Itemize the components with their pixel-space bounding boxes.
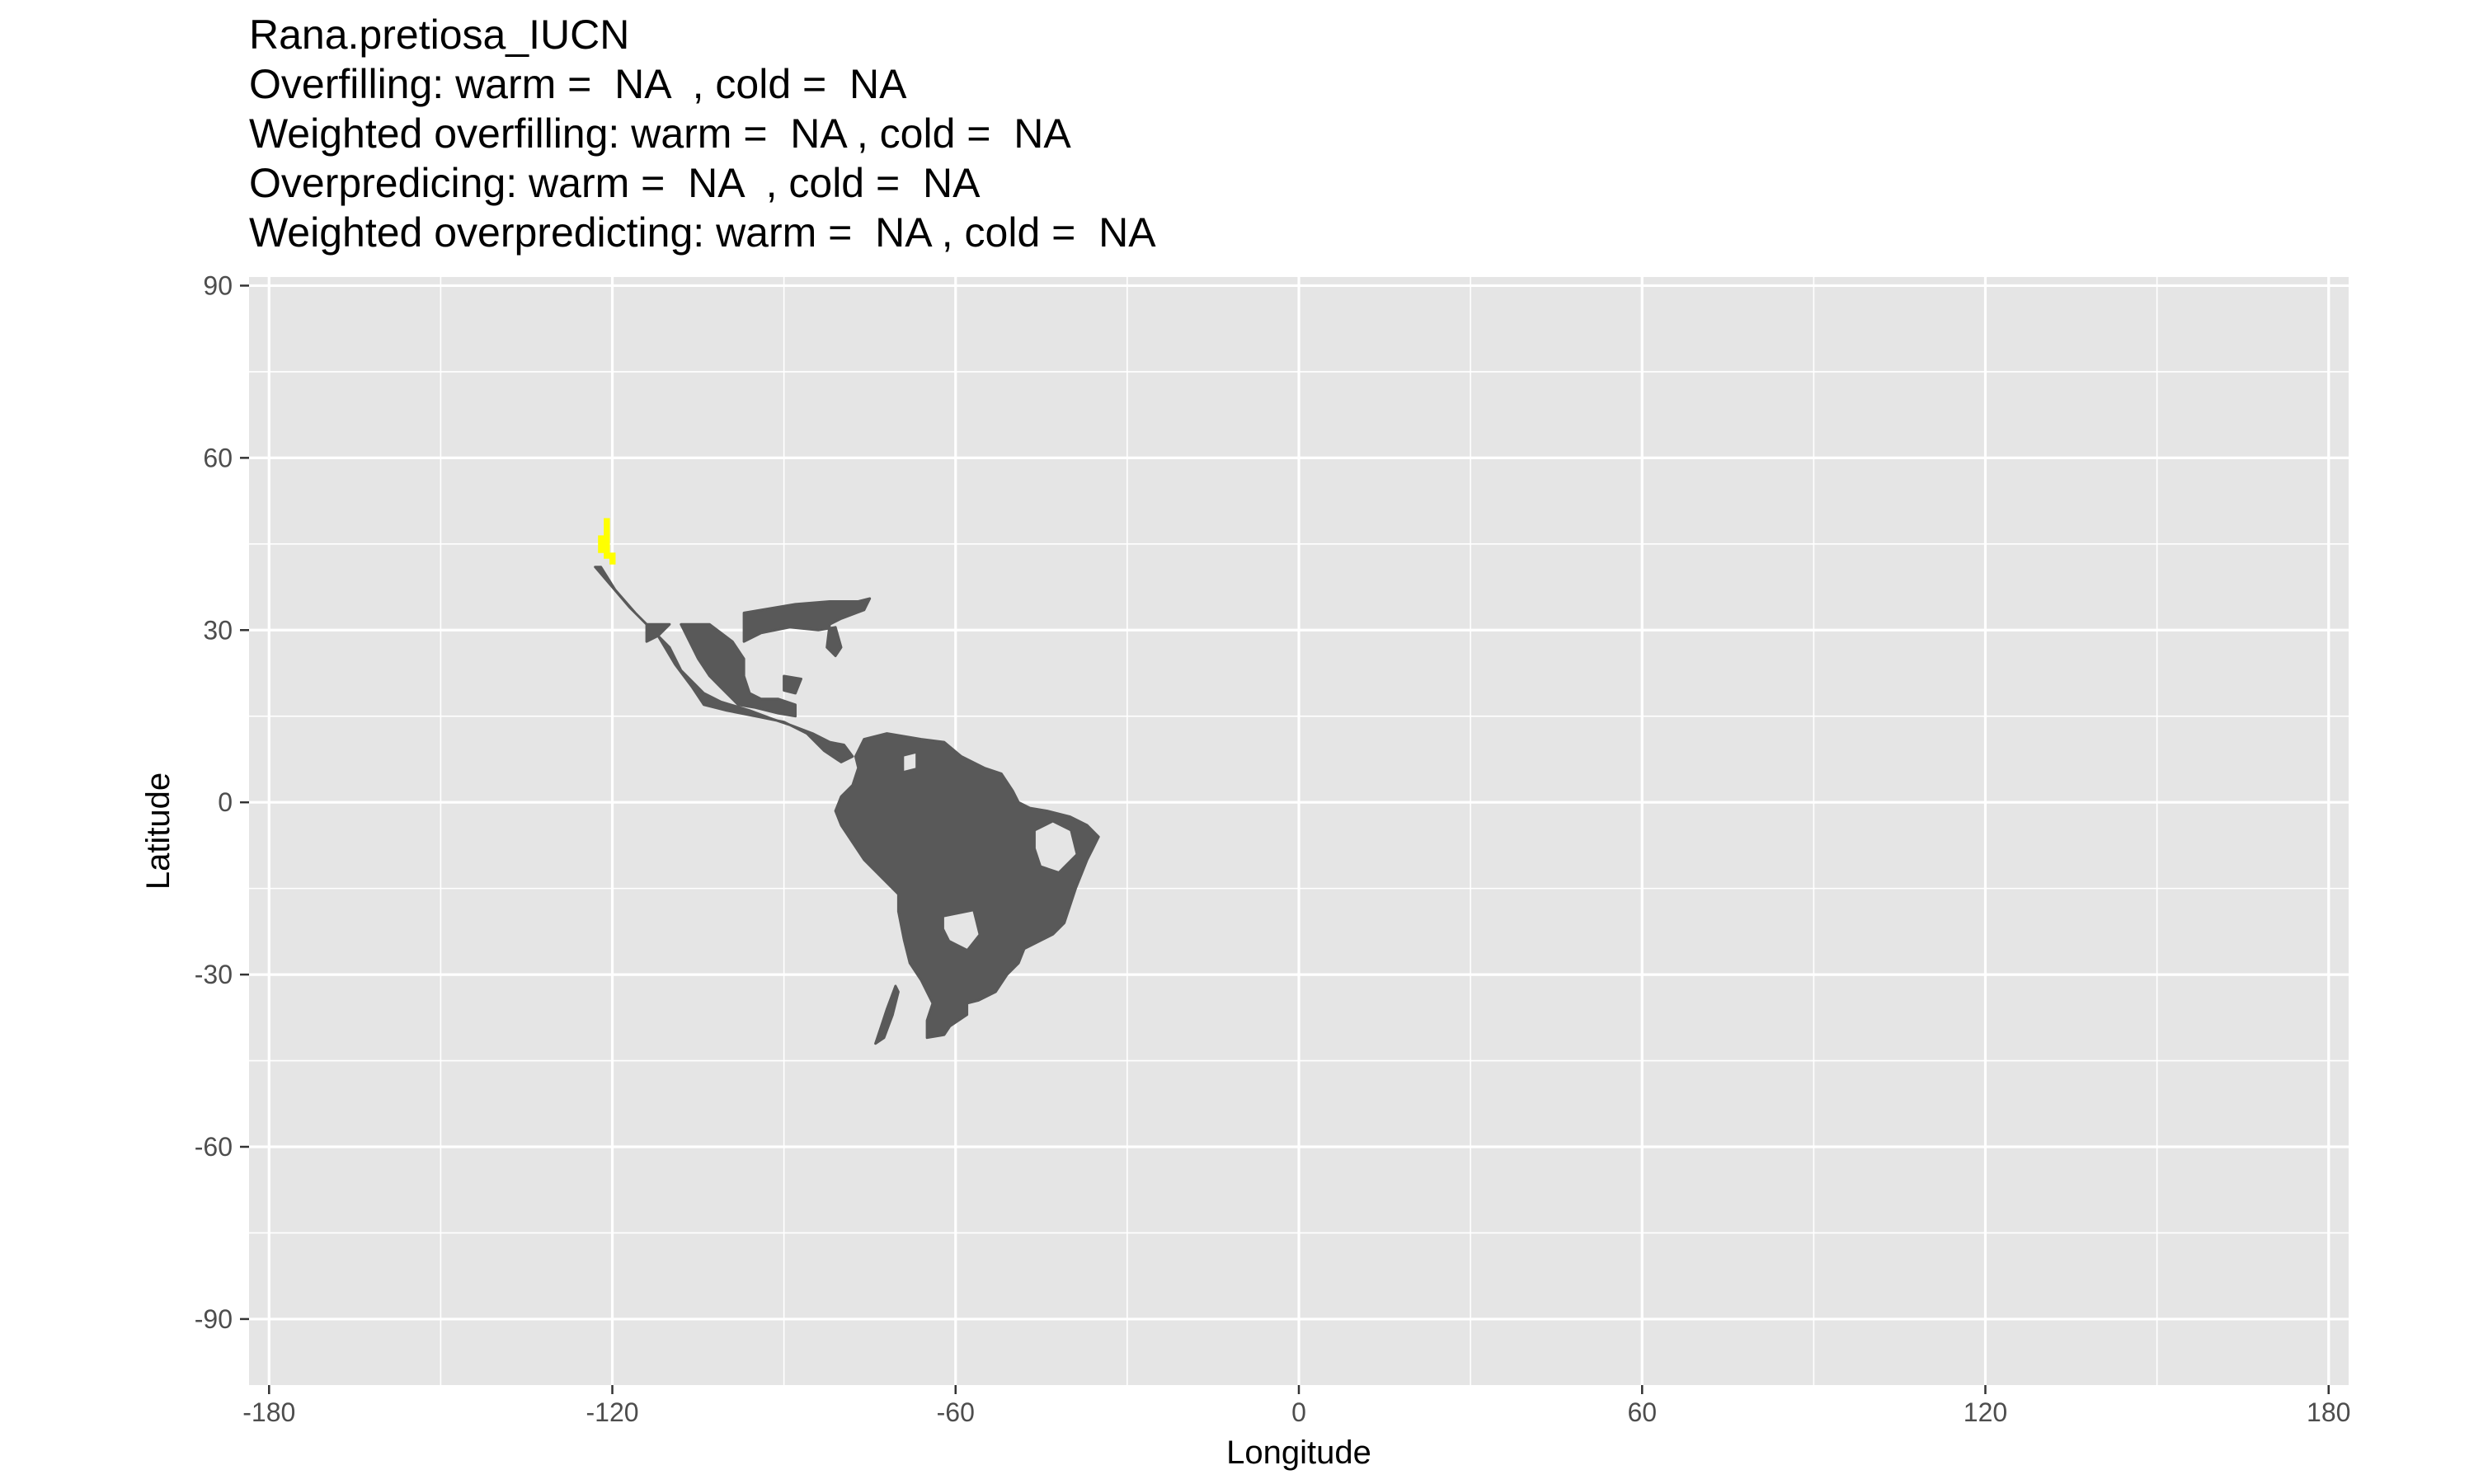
x-tick-label: 0 bbox=[1291, 1397, 1306, 1427]
y-axis-label: Latitude bbox=[140, 773, 176, 890]
highlight-cell bbox=[604, 535, 610, 542]
title-overpredicting: Overpredicing: warm = NA , cold = NA bbox=[249, 160, 981, 206]
highlight-cell bbox=[604, 547, 610, 553]
y-tick-label: 60 bbox=[203, 443, 233, 472]
x-axis-label: Longitude bbox=[1226, 1435, 1371, 1471]
highlight-cell bbox=[604, 552, 610, 559]
range-region bbox=[645, 622, 671, 643]
range-region bbox=[783, 674, 802, 695]
highlight-cell bbox=[604, 518, 610, 524]
y-tick-label: 30 bbox=[203, 615, 233, 645]
range-gap bbox=[943, 911, 979, 949]
x-tick-label: -180 bbox=[242, 1397, 295, 1427]
highlight-cell bbox=[598, 547, 604, 553]
y-tick-label: -90 bbox=[195, 1304, 233, 1334]
x-tick-label: -120 bbox=[586, 1397, 638, 1427]
range-layer bbox=[594, 566, 1100, 1045]
y-tick-label: -60 bbox=[195, 1132, 233, 1162]
range-gap bbox=[1035, 822, 1076, 871]
y-tick-label: 0 bbox=[218, 787, 233, 817]
axes: -180 -120 -60 0 60 120 180 90 60 30 0 -30 -60 -90 bbox=[195, 270, 2351, 1427]
y-tick-label: -30 bbox=[195, 960, 233, 989]
highlight-cell bbox=[609, 552, 616, 559]
highlight-cell bbox=[604, 524, 610, 530]
highlight-cell bbox=[598, 541, 604, 547]
title-overfilling: Overfilling: warm = NA , cold = NA bbox=[249, 61, 907, 107]
range-region bbox=[742, 597, 872, 658]
highlight-cell bbox=[598, 535, 604, 542]
title-species: Rana.pretiosa_IUCN bbox=[249, 12, 630, 58]
grid-lines bbox=[249, 277, 2349, 1385]
range-region bbox=[834, 732, 1100, 1040]
highlight-cell bbox=[609, 558, 616, 565]
title-weighted-overpredicting: Weighted overpredicting: warm = NA , col… bbox=[249, 209, 1156, 256]
range-gap bbox=[904, 754, 916, 771]
y-tick-label: 90 bbox=[203, 270, 233, 300]
highlight-layer bbox=[598, 518, 616, 565]
plot-title: Rana.pretiosa_IUCN Overfilling: warm = N… bbox=[249, 10, 1156, 257]
highlight-cell bbox=[604, 541, 610, 547]
x-tick-label: 120 bbox=[1964, 1397, 2007, 1427]
x-tick-label: 180 bbox=[2307, 1397, 2350, 1427]
highlight-cell bbox=[604, 529, 610, 536]
range-region bbox=[594, 566, 854, 763]
x-tick-label: -60 bbox=[937, 1397, 975, 1427]
title-weighted-overfilling: Weighted overfilling: warm = NA , cold =… bbox=[249, 110, 1071, 157]
range-region bbox=[680, 622, 797, 718]
x-tick-label: 60 bbox=[1627, 1397, 1657, 1427]
range-region bbox=[874, 984, 900, 1045]
